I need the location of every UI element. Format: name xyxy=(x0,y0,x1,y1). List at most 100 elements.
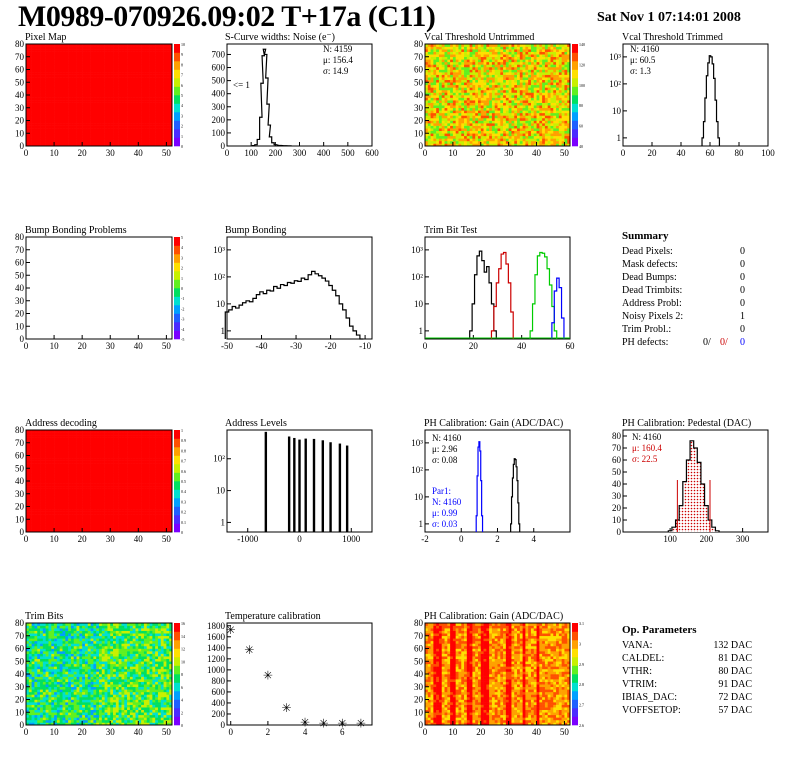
heatmap-cell xyxy=(491,133,496,137)
heatmap-cell xyxy=(96,102,100,106)
heatmap-cell xyxy=(26,143,30,147)
heatmap-cell xyxy=(127,123,131,126)
heatmap-cell xyxy=(37,46,41,50)
summary-label: Dead Pixels: xyxy=(622,246,673,257)
heatmap-cell xyxy=(542,74,546,78)
heatmap-cell xyxy=(149,524,153,528)
heatmap-cell xyxy=(455,64,459,68)
heatmap-cell xyxy=(160,82,164,86)
heatmap-cell xyxy=(127,89,131,93)
heatmap-cell xyxy=(124,135,128,139)
heatmap-cell xyxy=(93,105,97,109)
heatmap-cell xyxy=(157,529,162,533)
heatmap-cell xyxy=(62,140,66,144)
heatmap-cell xyxy=(37,64,41,68)
heatmap-cell xyxy=(536,79,540,83)
heatmap-cell xyxy=(141,64,145,68)
heatmap-cell xyxy=(157,117,162,121)
heatmap-cell xyxy=(54,61,58,65)
heatmap-cell xyxy=(96,112,100,116)
summary-value: 0 xyxy=(740,246,745,257)
heatmap-cell xyxy=(472,107,476,111)
heatmap-cell xyxy=(84,77,89,80)
heatmap-cell xyxy=(110,143,114,147)
heatmap-cell xyxy=(160,102,164,106)
heatmap-cell xyxy=(82,46,86,50)
heatmap-cell xyxy=(539,105,543,109)
heatmap-cell xyxy=(51,128,55,131)
heatmap-cell xyxy=(561,138,565,142)
heatmap-cell xyxy=(517,59,521,63)
x-tick-label: -20 xyxy=(325,341,337,351)
heatmap-cell xyxy=(82,138,86,142)
heatmap-cell xyxy=(56,49,60,52)
heatmap-cell xyxy=(59,105,63,109)
heatmap-cell xyxy=(530,97,535,101)
heatmap-cell xyxy=(514,46,518,50)
heatmap-cell xyxy=(556,140,560,144)
heatmap-cell xyxy=(157,105,162,109)
heatmap-cell xyxy=(113,115,117,119)
heatmap-cell xyxy=(455,133,459,137)
heatmap-cell xyxy=(28,87,32,91)
heatmap-cell xyxy=(146,135,150,139)
heatmap-cell xyxy=(444,100,448,103)
heatmap-cell xyxy=(444,61,448,65)
heatmap-cell xyxy=(40,107,44,111)
heatmap-cell xyxy=(500,117,504,121)
palette-tick-label: 5 xyxy=(181,235,183,240)
heatmap-cell xyxy=(37,112,41,116)
heatmap-cell xyxy=(547,79,551,83)
heatmap-cell xyxy=(45,64,49,68)
heatmap-cell xyxy=(517,143,521,147)
heatmap-cell xyxy=(438,89,443,93)
heatmap-cell xyxy=(567,133,571,137)
heatmap-cell xyxy=(450,79,454,83)
heatmap-cell xyxy=(472,51,476,55)
heatmap-cell xyxy=(124,519,128,523)
heatmap-cell xyxy=(166,128,170,131)
heatmap-cell xyxy=(539,100,543,103)
heatmap-cell xyxy=(169,49,173,52)
heatmap-cell xyxy=(68,526,72,530)
heatmap-cell xyxy=(28,49,32,52)
heatmap-cell xyxy=(522,49,526,52)
heatmap-cell xyxy=(70,503,75,507)
heatmap-cell xyxy=(561,46,565,50)
heatmap-cell xyxy=(56,140,60,144)
heatmap-cell xyxy=(444,107,448,111)
heatmap-cell xyxy=(93,125,97,129)
heatmap-cell xyxy=(68,524,72,528)
heatmap-cell xyxy=(96,135,100,139)
heatmap-cell xyxy=(82,506,86,510)
heatmap-cell xyxy=(73,82,77,86)
heatmap-cell xyxy=(129,95,133,98)
heatmap-cell xyxy=(163,514,167,517)
heatmap-cell xyxy=(550,125,554,129)
heatmap-cell xyxy=(561,87,565,91)
heatmap-cell xyxy=(127,120,131,124)
heatmap-cell xyxy=(483,95,487,98)
heatmap-cell xyxy=(163,120,167,124)
heatmap-cell xyxy=(115,64,119,68)
heatmap-cell xyxy=(40,138,44,142)
heatmap-cell xyxy=(135,140,139,144)
heatmap-cell xyxy=(115,125,119,129)
heatmap-cell xyxy=(31,526,35,530)
heatmap-cell xyxy=(155,143,159,147)
heatmap-cell xyxy=(163,112,167,116)
heatmap-cell xyxy=(37,514,41,517)
heatmap-cell xyxy=(508,135,512,139)
heatmap-cell xyxy=(129,44,133,47)
heatmap-cell xyxy=(118,89,122,93)
heatmap-cell xyxy=(166,79,170,83)
timestamp: Sat Nov 1 07:14:01 2008 xyxy=(597,10,741,25)
heatmap-cell xyxy=(489,72,493,75)
heatmap-cell xyxy=(427,72,431,75)
heatmap-cell xyxy=(45,135,49,139)
heatmap-cell xyxy=(93,107,97,111)
heatmap-cell xyxy=(37,66,41,70)
heatmap-cell xyxy=(76,135,80,139)
heatmap-cell xyxy=(553,72,557,75)
heatmap-cell xyxy=(135,59,139,63)
